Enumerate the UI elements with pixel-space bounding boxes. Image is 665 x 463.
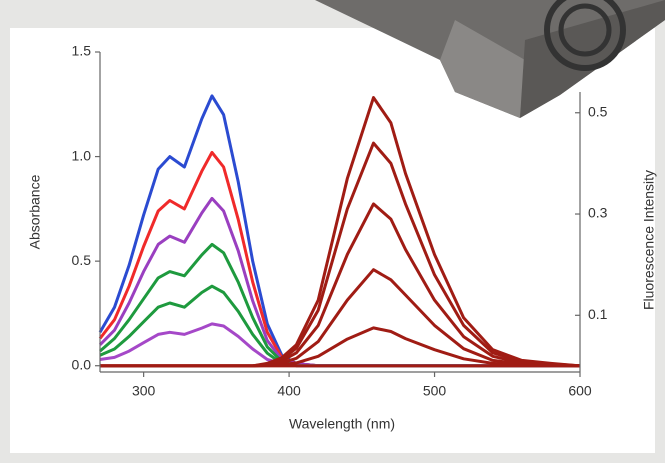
y2-tick-label: 0.5 xyxy=(588,103,608,119)
y-tick-label: 1.5 xyxy=(72,43,92,59)
y2-tick-label: 0.3 xyxy=(588,205,608,221)
y2-tick-label: 0.1 xyxy=(588,306,608,322)
x-tick-label: 300 xyxy=(132,383,156,399)
y2-axis-label: Fluorescence Intensity xyxy=(641,170,657,310)
y-tick-label: 1.0 xyxy=(72,147,92,163)
x-tick-label: 500 xyxy=(423,383,447,399)
y-tick-label: 0.0 xyxy=(72,356,92,372)
y-tick-label: 0.5 xyxy=(72,252,92,268)
instrument-decoration xyxy=(315,0,665,118)
y-axis-label: Absorbance xyxy=(27,174,43,249)
x-tick-label: 400 xyxy=(277,383,301,399)
x-tick-label: 600 xyxy=(568,383,592,399)
x-axis-label: Wavelength (nm) xyxy=(289,416,395,432)
